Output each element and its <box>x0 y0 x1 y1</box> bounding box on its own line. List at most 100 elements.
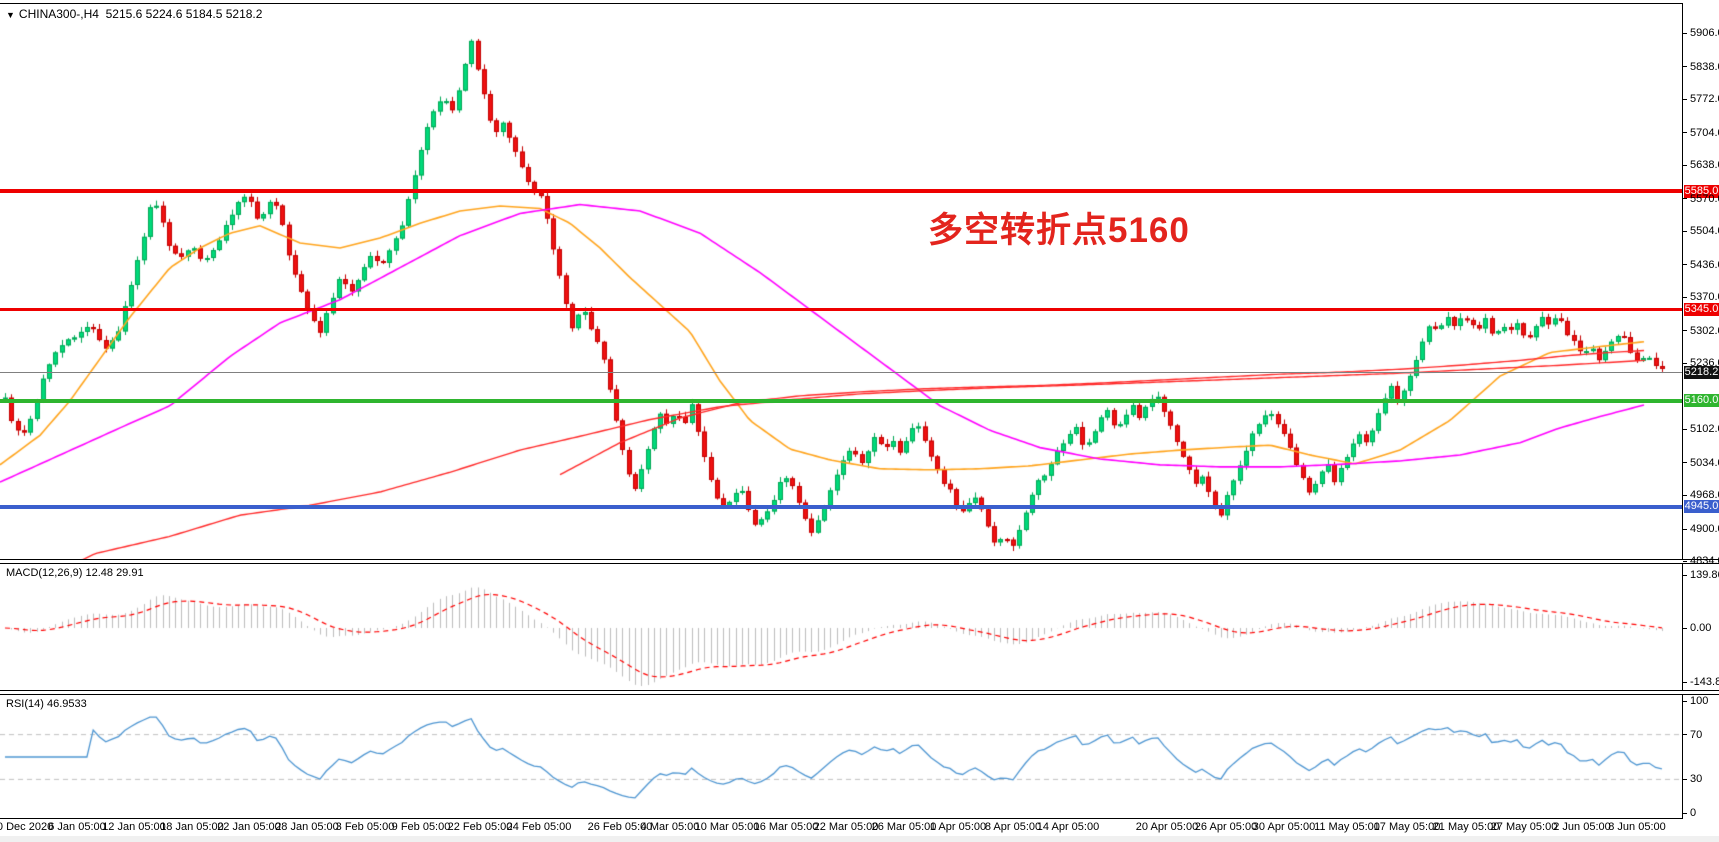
time-axis-tick: 26 Apr 05:00 <box>1194 821 1258 833</box>
time-axis-tick: 12 Jan 05:00 <box>102 821 166 833</box>
tick-dash <box>1683 462 1687 464</box>
time-axis-tick: 16 Mar 05:00 <box>753 821 819 833</box>
tick-dash <box>1683 296 1687 298</box>
ohlc-values: 5215.6 5224.6 5184.5 5218.2 <box>105 7 263 21</box>
time-axis-tick: 24 Feb 05:00 <box>506 821 572 833</box>
time-axis-tick: 22 Feb 05:00 <box>447 821 513 833</box>
time-axis-tick: 20 Apr 05:00 <box>1135 821 1199 833</box>
time-axis-tick: 9 Feb 05:00 <box>391 821 451 833</box>
time-axis-line <box>0 818 1683 819</box>
level-line-resistance-5585[interactable] <box>0 189 1682 194</box>
price-axis-line <box>1682 3 1683 818</box>
time-axis-tick: 30 Dec 2020 <box>0 821 54 833</box>
macd-panel-splitter[interactable] <box>0 559 1719 564</box>
price-axis-tick: 5838.0 <box>1683 61 1719 73</box>
time-axis-tick: 18 Jan 05:00 <box>160 821 224 833</box>
tick-dash <box>1683 132 1687 134</box>
time-axis-tick: 22 Jan 05:00 <box>217 821 281 833</box>
time-axis-tick: 11 May 05:00 <box>1314 821 1380 833</box>
tick-dash <box>1683 778 1687 780</box>
time-axis-tick: 3 Feb 05:00 <box>335 821 395 833</box>
price-axis-tick: 4834.0 <box>1683 555 1719 567</box>
rsi-axis-tick: 100 <box>1683 695 1708 707</box>
price-axis-tick: 4968.0 <box>1683 489 1719 501</box>
level-line-support-4945[interactable] <box>0 504 1682 509</box>
annotation-text[interactable]: 多空转折点5160 <box>928 211 1190 250</box>
time-axis-tick: 21 May 05:00 <box>1432 821 1500 833</box>
tick-dash <box>1683 682 1687 684</box>
tick-dash <box>1683 561 1687 563</box>
tick-dash <box>1683 164 1687 166</box>
rsi-value: 46.9533 <box>46 698 87 710</box>
price-badge-support-4945: 4945.0 <box>1684 500 1719 514</box>
time-axis-tick: 2 Jun 05:00 <box>1553 821 1611 833</box>
time-axis-tick: 27 May 05:00 <box>1490 821 1558 833</box>
time-axis-tick: 22 Mar 05:00 <box>813 821 879 833</box>
tick-dash <box>1683 198 1687 200</box>
price-axis-tick: 5236.0 <box>1683 357 1719 369</box>
time-axis-tick: 6 Jan 05:00 <box>48 821 106 833</box>
price-axis-tick: 5504.0 <box>1683 225 1719 237</box>
chart-top-border <box>0 3 1683 4</box>
rsi-axis-tick: 0 <box>1683 807 1696 819</box>
price-axis-tick: 4900.0 <box>1683 523 1719 535</box>
macd-indicator-label: MACD(12,26,9) 12.48 29.91 <box>6 567 144 579</box>
time-axis-tick: 28 Jan 05:00 <box>275 821 339 833</box>
rsi-name: RSI(14) <box>6 698 44 710</box>
price-axis-tick: 5102.0 <box>1683 423 1719 435</box>
tick-dash <box>1683 98 1687 100</box>
price-axis-tick: 5638.0 <box>1683 159 1719 171</box>
tick-dash <box>1683 574 1687 576</box>
tick-dash <box>1683 230 1687 232</box>
tick-dash <box>1683 330 1687 332</box>
tick-dash <box>1683 627 1687 629</box>
time-axis-tick: 26 Feb 05:00 <box>587 821 653 833</box>
tick-dash <box>1683 362 1687 364</box>
time-axis-tick: 14 Apr 05:00 <box>1036 821 1100 833</box>
time-axis-tick: 30 Apr 05:00 <box>1252 821 1316 833</box>
rsi-panel-splitter[interactable] <box>0 690 1719 695</box>
symbol-timeframe-label: CHINA300-,H4 <box>18 7 99 21</box>
macd-axis-tick: 0.00 <box>1683 622 1711 634</box>
time-axis-tick: 26 Mar 05:00 <box>871 821 937 833</box>
tick-dash <box>1683 812 1687 814</box>
macd-axis-tick: -143.82 <box>1683 676 1719 688</box>
symbol-dropdown-icon[interactable]: ▼ <box>6 10 15 20</box>
tick-dash <box>1683 32 1687 34</box>
price-axis-tick: 5772.0 <box>1683 93 1719 105</box>
macd-axis-tick: 139.86 <box>1683 569 1719 581</box>
tick-dash <box>1683 528 1687 530</box>
macd-values: 12.48 29.91 <box>85 567 144 579</box>
price-axis-tick: 5370.0 <box>1683 291 1719 303</box>
price-badge-pivot-5160: 5160.0 <box>1684 394 1719 408</box>
rsi-axis-tick: 70 <box>1683 729 1702 741</box>
level-line-resistance-5345[interactable] <box>0 308 1682 312</box>
price-axis-tick: 5436.0 <box>1683 259 1719 271</box>
level-line-pivot-5160[interactable] <box>0 398 1682 403</box>
price-axis-tick: 5704.0 <box>1683 127 1719 139</box>
chart-title: ▼ CHINA300-,H4 5215.6 5224.6 5184.5 5218.… <box>6 7 262 21</box>
price-badge-resistance-5585: 5585.0 <box>1684 184 1719 198</box>
tick-dash <box>1683 734 1687 736</box>
window-bottom-strip <box>0 836 1719 842</box>
time-axis-tick: 8 Apr 05:00 <box>984 821 1042 833</box>
rsi-axis-tick: 30 <box>1683 773 1702 785</box>
rsi-indicator-label: RSI(14) 46.9533 <box>6 698 87 710</box>
tick-dash <box>1683 66 1687 68</box>
time-axis-tick: 17 May 05:00 <box>1373 821 1441 833</box>
time-axis-tick: 4 Mar 05:00 <box>640 821 700 833</box>
price-badge-resistance-5345: 5345.0 <box>1684 303 1719 317</box>
tick-dash <box>1683 495 1687 497</box>
level-line-current-price[interactable] <box>0 371 1682 373</box>
time-axis-tick: 8 Jun 05:00 <box>1608 821 1666 833</box>
macd-name: MACD(12,26,9) <box>6 567 83 579</box>
time-axis-tick: 10 Mar 05:00 <box>694 821 760 833</box>
tick-dash <box>1683 428 1687 430</box>
price-badge-current-price: 5218.2 <box>1684 365 1719 379</box>
price-axis-tick: 5570.0 <box>1683 193 1719 205</box>
tick-dash <box>1683 700 1687 702</box>
price-axis-tick: 5302.0 <box>1683 325 1719 337</box>
tick-dash <box>1683 264 1687 266</box>
